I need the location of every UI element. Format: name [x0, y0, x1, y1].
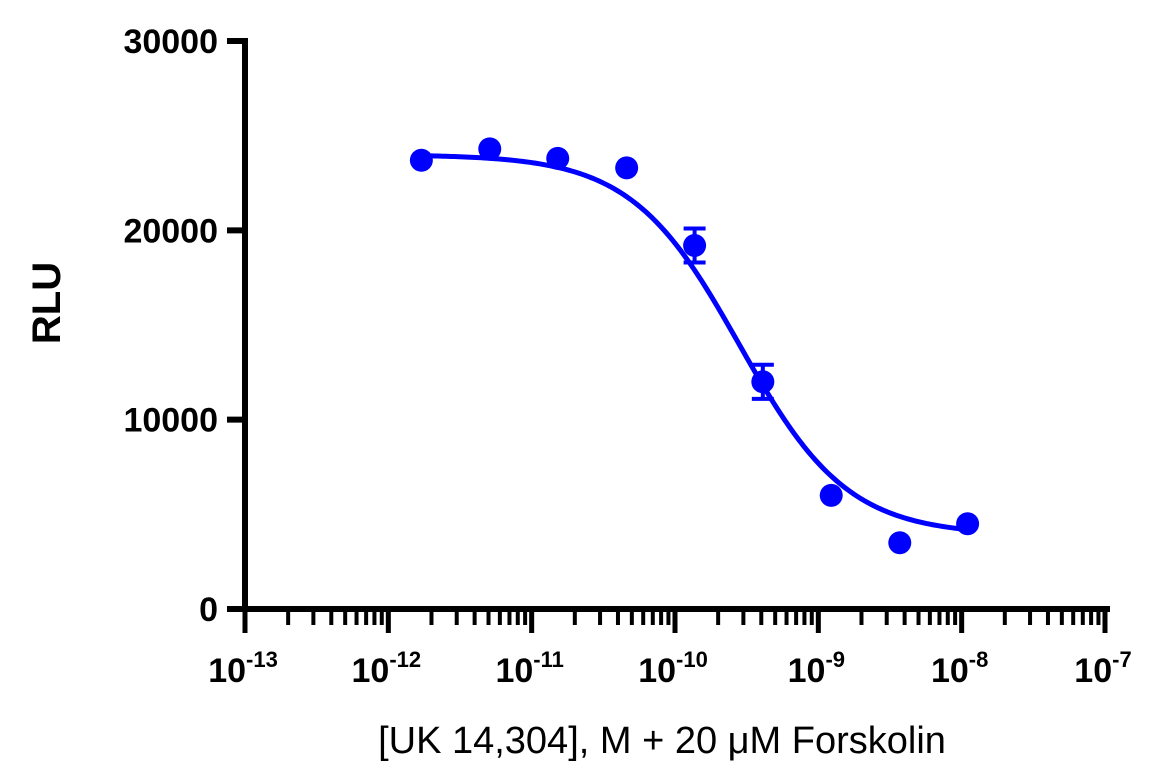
x-tick-base: 10 [788, 652, 826, 690]
data-point [546, 146, 570, 170]
y-tick-label: 30000 [123, 23, 218, 61]
y-axis: 0 10000 20000 30000 [123, 23, 248, 629]
x-tick-base: 10 [638, 652, 676, 690]
x-tick-label: 10-7 [1074, 647, 1131, 690]
x-tick-exponent: -7 [1112, 647, 1132, 672]
fit-curve [421, 153, 968, 533]
x-tick-label: 10-8 [931, 647, 988, 690]
x-tick-exponent: -8 [969, 647, 989, 672]
data-point [819, 483, 843, 507]
x-tick-label: 10-12 [352, 647, 422, 690]
x-tick-base: 10 [931, 652, 969, 690]
x-tick-base: 10 [208, 652, 246, 690]
x-tick-exponent: -10 [676, 647, 708, 672]
x-tick-base: 10 [352, 652, 390, 690]
y-axis-label: RLU [25, 262, 69, 344]
x-tick-exponent: -12 [389, 647, 421, 672]
x-tick-base: 10 [1074, 652, 1112, 690]
y-tick-label: 20000 [123, 212, 218, 250]
x-tick-label: 10-11 [495, 647, 563, 690]
x-tick-label: 10-10 [638, 647, 708, 690]
y-tick-label: 0 [199, 591, 218, 629]
y-tick-label: 10000 [123, 402, 218, 440]
data-point [409, 148, 433, 172]
data-point [615, 156, 639, 180]
x-tick-exponent: -13 [246, 647, 278, 672]
x-tick-exponent: -9 [825, 647, 845, 672]
data-point [888, 531, 912, 555]
x-axis-label: [UK 14,304], M + 20 μM Forskolin [378, 720, 946, 762]
x-tick-label: 10-13 [208, 647, 278, 690]
data-point [478, 137, 502, 161]
data-points [409, 137, 980, 555]
x-axis: 10-13 10-12 10-11 10-10 10-9 10-8 10-7 [208, 606, 1132, 690]
x-tick-base: 10 [495, 652, 533, 690]
data-point [683, 233, 707, 257]
x-tick-label: 10-9 [788, 647, 845, 690]
data-point [956, 512, 980, 536]
x-tick-exponent: -11 [533, 647, 564, 672]
data-point [751, 370, 775, 394]
